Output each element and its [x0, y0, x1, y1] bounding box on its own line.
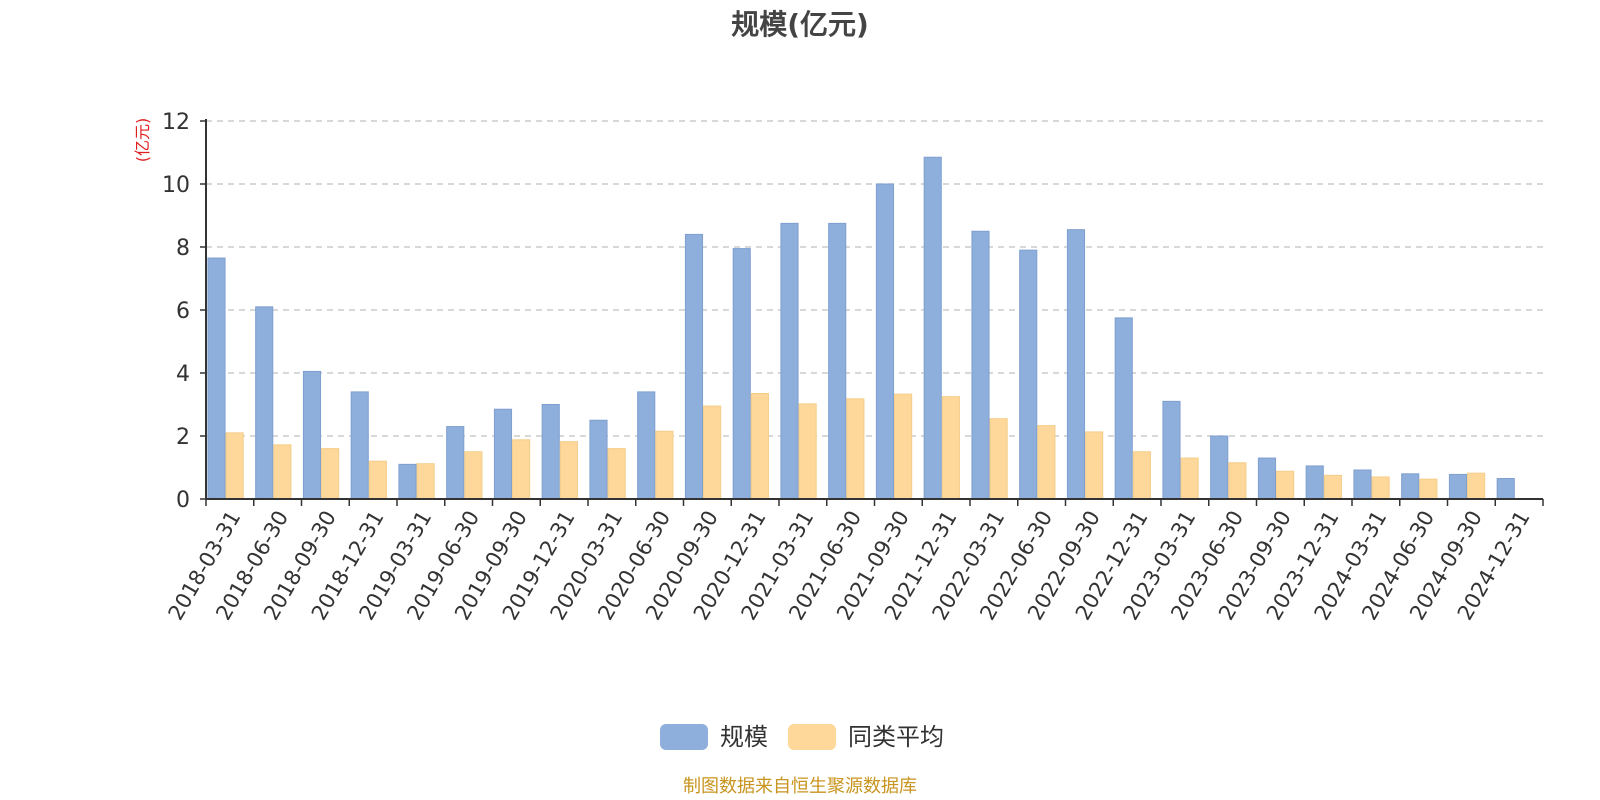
bar-peer-average[interactable]	[273, 444, 292, 500]
bar-scale[interactable]	[780, 222, 799, 500]
bar-scale[interactable]	[255, 306, 274, 500]
legend-swatch-peer-average	[788, 724, 836, 750]
bar-peer-average[interactable]	[1323, 474, 1342, 500]
bar-peer-average[interactable]	[989, 418, 1008, 500]
bar-peer-average[interactable]	[1371, 476, 1390, 500]
bar-scale[interactable]	[1257, 457, 1277, 500]
y-tick-label: 12	[162, 110, 190, 135]
bar-scale[interactable]	[1066, 229, 1086, 500]
bar-peer-average[interactable]	[750, 392, 769, 500]
bar-peer-average[interactable]	[941, 396, 960, 500]
bar-scale[interactable]	[1162, 400, 1181, 500]
legend-item-series-0[interactable]: 规模	[660, 723, 768, 751]
bar-peer-average[interactable]	[225, 432, 244, 500]
bar-scale[interactable]	[493, 408, 513, 500]
legend-item-series-1[interactable]: 同类平均	[788, 723, 944, 751]
bar-scale[interactable]	[446, 426, 465, 500]
bar-peer-average[interactable]	[1180, 457, 1199, 500]
y-tick-label: 10	[162, 173, 190, 198]
bar-scale[interactable]	[1019, 249, 1038, 500]
bar-peer-average[interactable]	[703, 405, 722, 500]
bar-peer-average[interactable]	[1132, 451, 1151, 500]
legend: 规模 同类平均	[660, 723, 944, 751]
y-tick-label: 8	[176, 236, 190, 261]
bar-peer-average[interactable]	[464, 451, 483, 500]
bar-peer-average[interactable]	[321, 448, 340, 500]
axes	[205, 119, 1543, 500]
bar-peer-average[interactable]	[1228, 462, 1247, 500]
bar-peer-average[interactable]	[1276, 470, 1295, 500]
chart-title: 规模(亿元)	[731, 8, 869, 41]
y-tick-labels: 0 2 4 6 8 10 12	[162, 110, 206, 513]
bar-peer-average[interactable]	[559, 441, 578, 500]
bar-peer-average[interactable]	[1467, 472, 1486, 500]
y-tick-label: 2	[176, 425, 190, 450]
bar-peer-average[interactable]	[607, 448, 626, 500]
y-tick-label: 4	[176, 362, 190, 387]
bar-scale[interactable]	[828, 222, 847, 500]
bar-peer-average[interactable]	[512, 439, 531, 500]
bar-peer-average[interactable]	[416, 463, 435, 500]
bar-peer-average[interactable]	[798, 403, 817, 500]
bar-scale[interactable]	[1210, 435, 1229, 500]
bar-scale[interactable]	[1448, 473, 1468, 500]
bar-scale[interactable]	[1496, 478, 1515, 500]
bar-scale[interactable]	[398, 463, 417, 500]
bar-scale[interactable]	[207, 257, 226, 500]
bar-scale[interactable]	[589, 419, 608, 500]
x-tick-labels: 2018-03-312018-06-302018-09-302018-12-31…	[164, 499, 1544, 624]
bar-scale[interactable]	[637, 391, 656, 500]
legend-label-scale: 规模	[720, 723, 768, 751]
bar-scale[interactable]	[923, 156, 942, 500]
bar-scale[interactable]	[1305, 465, 1324, 500]
data-source-note: 制图数据来自恒生聚源数据库	[683, 776, 917, 797]
bar-scale[interactable]	[732, 248, 751, 500]
bar-peer-average[interactable]	[368, 460, 387, 500]
bar-scale[interactable]	[971, 230, 990, 500]
y-axis-unit-label: (亿元)	[133, 118, 152, 163]
bar-peer-average[interactable]	[894, 393, 913, 500]
bar-peer-average[interactable]	[655, 430, 674, 500]
y-tick-label: 0	[176, 488, 190, 513]
legend-label-peer-average: 同类平均	[848, 723, 944, 751]
bar-scale[interactable]	[350, 391, 369, 500]
bars-group	[207, 156, 1515, 500]
bar-peer-average[interactable]	[1419, 478, 1438, 500]
bar-peer-average[interactable]	[846, 398, 865, 500]
bar-scale[interactable]	[541, 404, 560, 500]
grid-lines	[206, 120, 1543, 437]
bar-scale[interactable]	[684, 233, 704, 500]
bar-scale[interactable]	[302, 370, 322, 500]
bar-scale[interactable]	[1353, 469, 1372, 500]
bar-peer-average[interactable]	[1037, 425, 1056, 500]
y-tick-label: 6	[176, 299, 190, 324]
bar-peer-average[interactable]	[1085, 431, 1104, 500]
bar-scale[interactable]	[875, 183, 895, 500]
bar-scale[interactable]	[1401, 473, 1420, 500]
legend-swatch-scale	[660, 724, 708, 750]
bar-scale[interactable]	[1114, 317, 1133, 500]
